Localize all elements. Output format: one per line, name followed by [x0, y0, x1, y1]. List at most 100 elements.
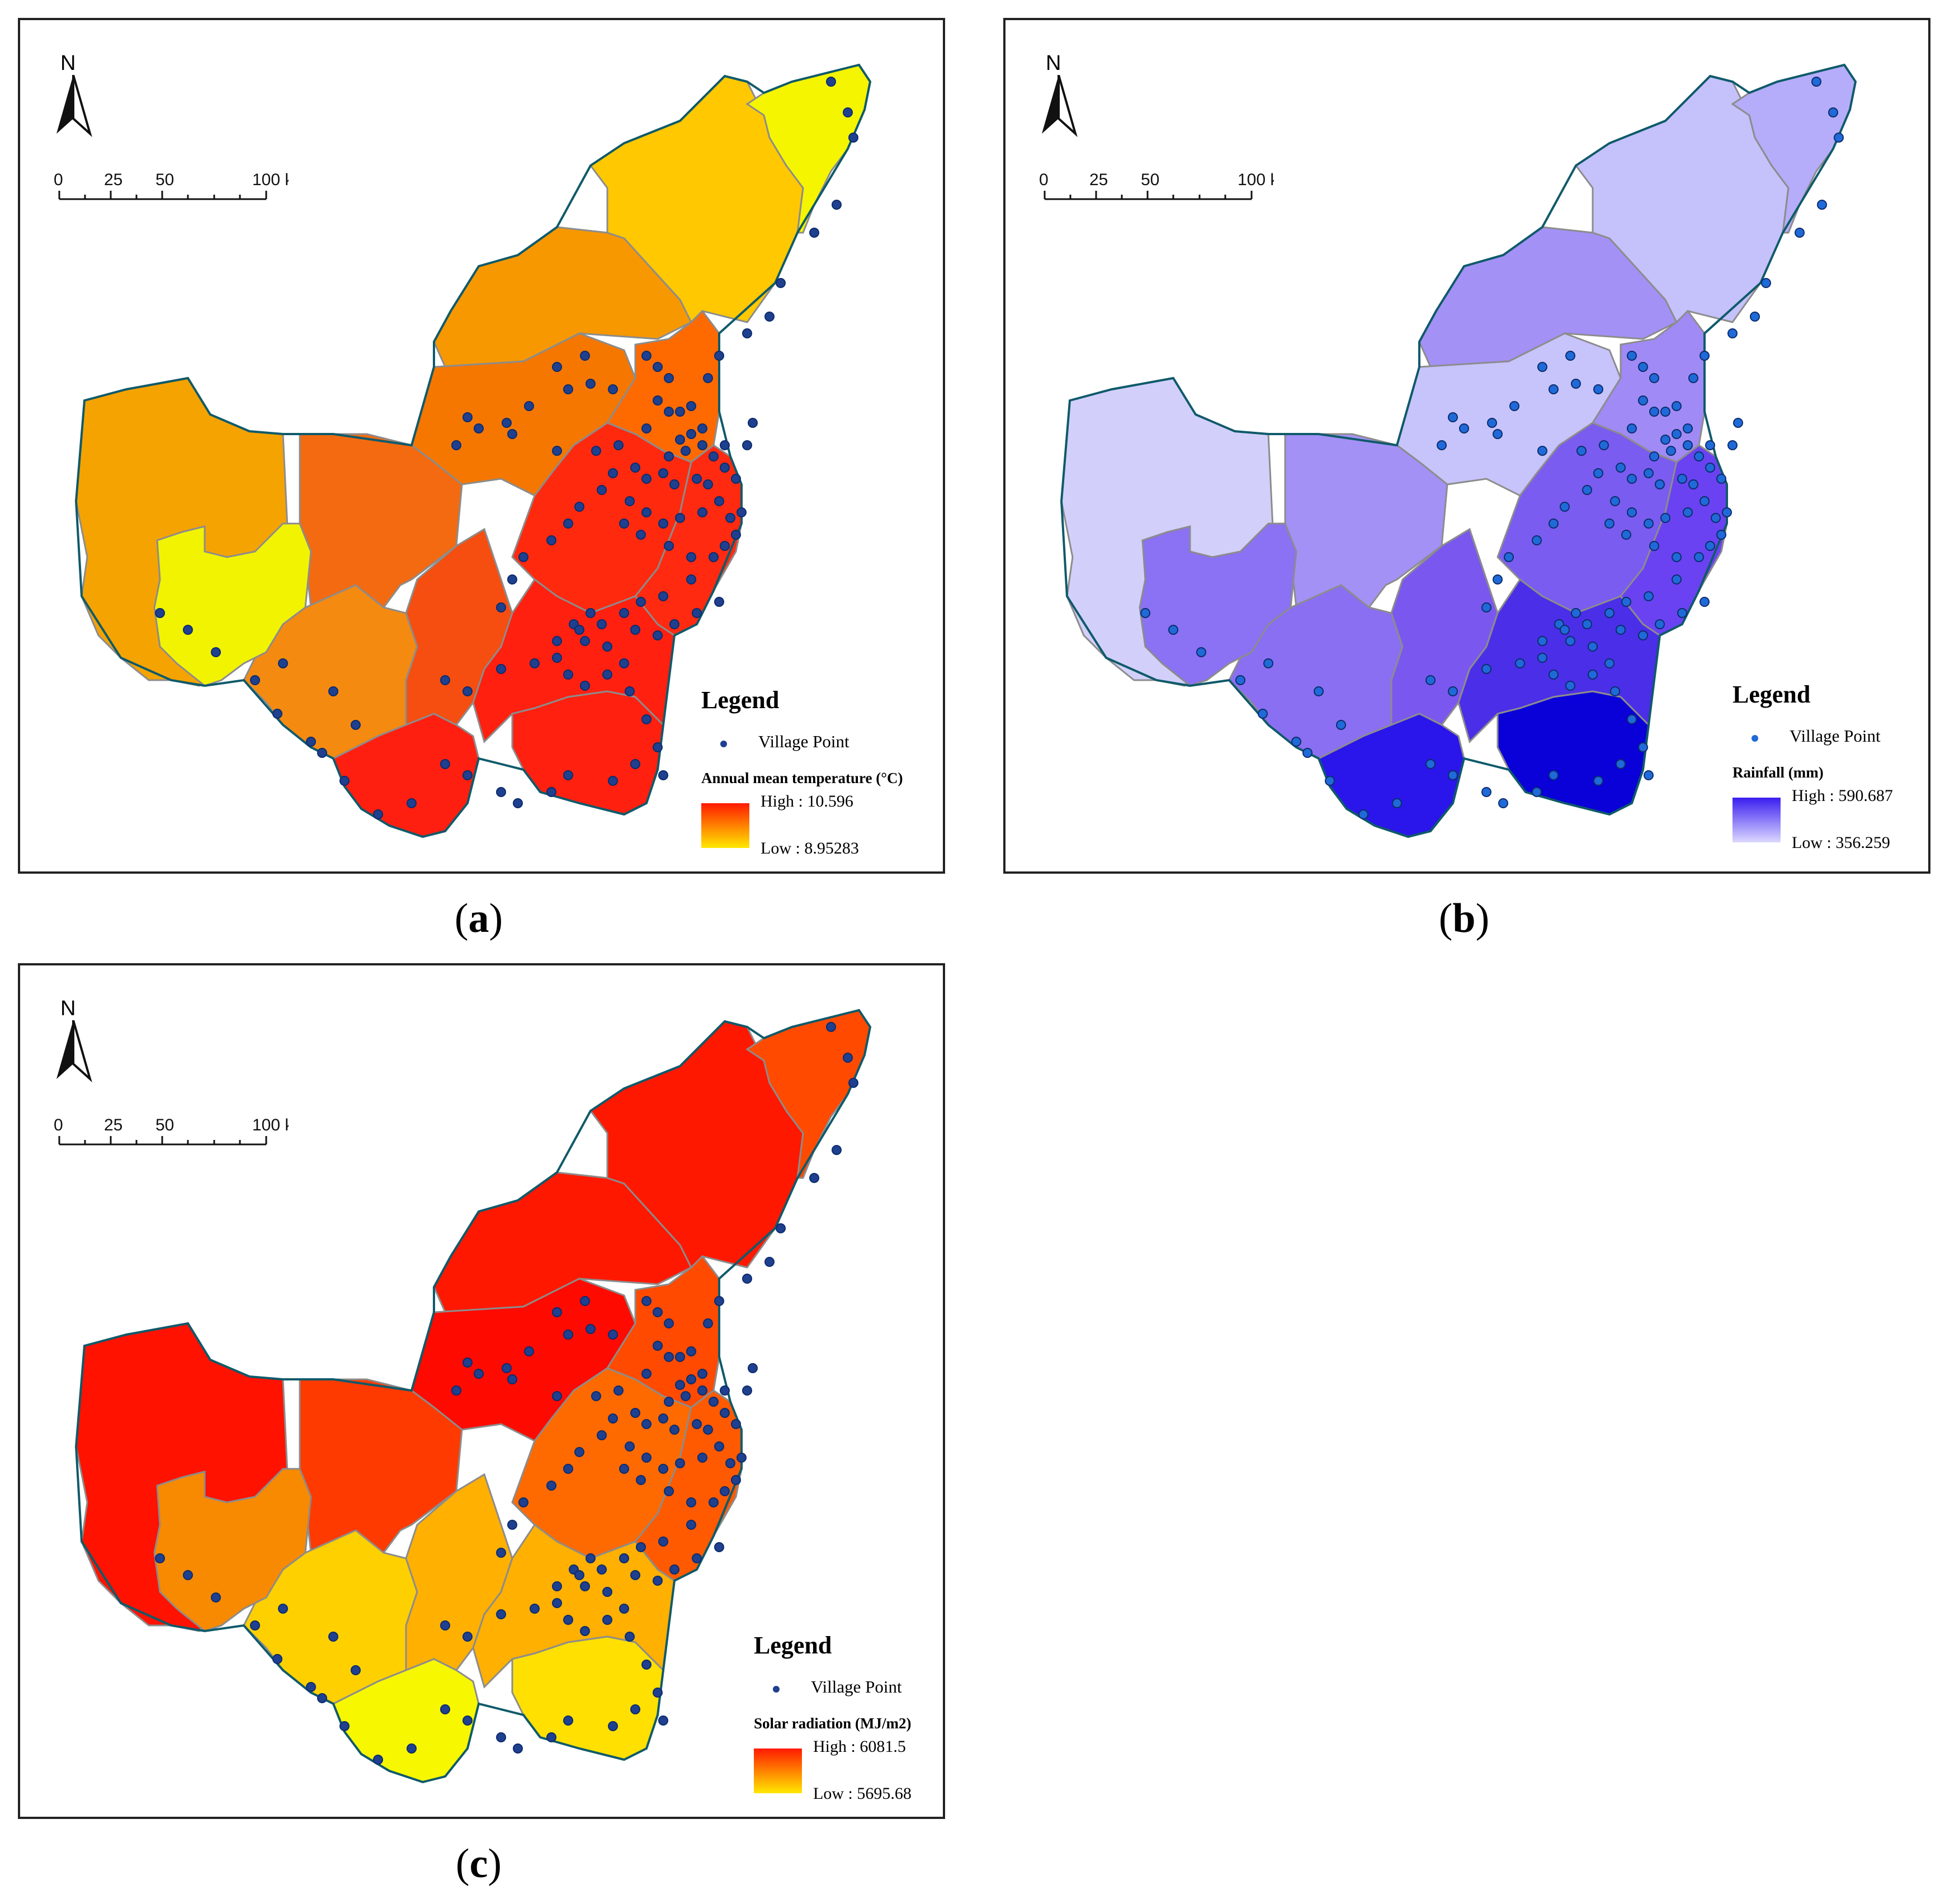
village-point: [1532, 787, 1542, 797]
village-point: [664, 541, 674, 551]
village-point: [619, 1464, 629, 1474]
village-point: [1750, 312, 1760, 322]
village-point: [183, 625, 193, 635]
village-point: [1649, 451, 1659, 461]
village-point: [574, 502, 584, 512]
village-point: [552, 1307, 562, 1317]
village-point: [1565, 681, 1575, 691]
ramp-low-label: Low : 5695.68: [813, 1784, 912, 1803]
village-point: [474, 1369, 484, 1379]
village-point: [664, 373, 674, 383]
village-point: [563, 770, 573, 780]
village-point: [703, 479, 713, 489]
village-point: [407, 798, 417, 808]
ramp-high-label: High : 6081.5: [813, 1737, 906, 1756]
village-point: [1683, 507, 1693, 517]
village-point: [563, 384, 573, 394]
village-point: [1588, 642, 1598, 652]
ramp-high-label: High : 590.687: [1792, 786, 1893, 805]
village-point: [1638, 395, 1648, 406]
village-point: [317, 1693, 327, 1703]
village-point: [709, 552, 719, 562]
village-point: [1672, 429, 1682, 439]
village-point: [608, 776, 618, 786]
village-point: [653, 1341, 663, 1351]
village-point: [664, 1352, 674, 1362]
village-point: [1627, 714, 1637, 724]
village-point: [211, 1592, 221, 1603]
village-point: [636, 530, 646, 540]
village-point: [602, 1587, 612, 1597]
village-point: [1599, 440, 1609, 450]
village-point: [1537, 362, 1547, 372]
scale-label-50: 50: [155, 1116, 174, 1134]
village-point: [563, 1716, 573, 1726]
village-point: [155, 608, 165, 618]
village-point: [1616, 463, 1626, 473]
village-point: [731, 1419, 741, 1429]
village-point: [697, 423, 707, 433]
village-point: [658, 1413, 668, 1424]
village-point: [1258, 709, 1268, 719]
village-point: [1694, 451, 1704, 461]
village-point: [608, 1721, 618, 1731]
village-point: [1610, 686, 1620, 696]
village-point: [1425, 759, 1436, 769]
village-point: [1498, 798, 1508, 808]
village-point: [748, 418, 758, 428]
village-point: [530, 1604, 540, 1614]
village-point: [658, 770, 668, 780]
village-point: [697, 1453, 707, 1463]
village-point: [563, 670, 573, 680]
village-point: [1504, 552, 1514, 562]
village-point: [1314, 686, 1324, 696]
village-point: [462, 412, 473, 422]
legend-point-label: Village Point: [811, 1677, 902, 1696]
village-point: [742, 1385, 752, 1396]
village-point: [664, 1486, 674, 1496]
north-label: N: [1046, 51, 1061, 75]
region-west-inner: [153, 1468, 312, 1632]
village-point: [574, 625, 584, 635]
village-point: [848, 1078, 858, 1088]
village-point: [1644, 468, 1654, 478]
village-point: [641, 423, 652, 433]
village-point: [1588, 670, 1598, 680]
village-point: [630, 463, 640, 473]
village-point: [552, 1581, 562, 1591]
village-point: [737, 1453, 747, 1463]
village-point: [1358, 809, 1368, 819]
village-point: [580, 1296, 590, 1306]
village-point: [1638, 362, 1648, 372]
village-point: [546, 787, 556, 797]
village-point: [1448, 770, 1458, 780]
village-point: [1655, 479, 1665, 489]
village-point: [507, 574, 517, 585]
village-point: [574, 1447, 584, 1457]
village-point: [630, 1570, 640, 1580]
village-point: [658, 1716, 668, 1726]
village-point: [306, 1682, 316, 1692]
village-point: [272, 709, 282, 719]
village-point: [1660, 407, 1670, 417]
scale-bar: 0 25 50 100 km: [54, 171, 289, 200]
village-point: [1660, 435, 1670, 445]
village-point: [686, 1346, 696, 1356]
village-point: [496, 1609, 506, 1619]
village-point: [524, 1346, 534, 1356]
village-point: [725, 513, 735, 523]
village-point: [664, 1397, 674, 1407]
village-point: [748, 1363, 758, 1373]
village-point: [1666, 446, 1676, 456]
village-point: [407, 1743, 417, 1754]
village-point: [462, 686, 473, 696]
village-point: [1716, 530, 1726, 540]
village-point: [1576, 446, 1587, 456]
village-point: [574, 1570, 584, 1580]
village-point: [764, 312, 775, 322]
village-point: [1699, 496, 1710, 506]
village-point: [720, 440, 730, 450]
village-point: [1649, 373, 1659, 383]
village-point: [731, 474, 741, 484]
village-point: [613, 1385, 624, 1396]
